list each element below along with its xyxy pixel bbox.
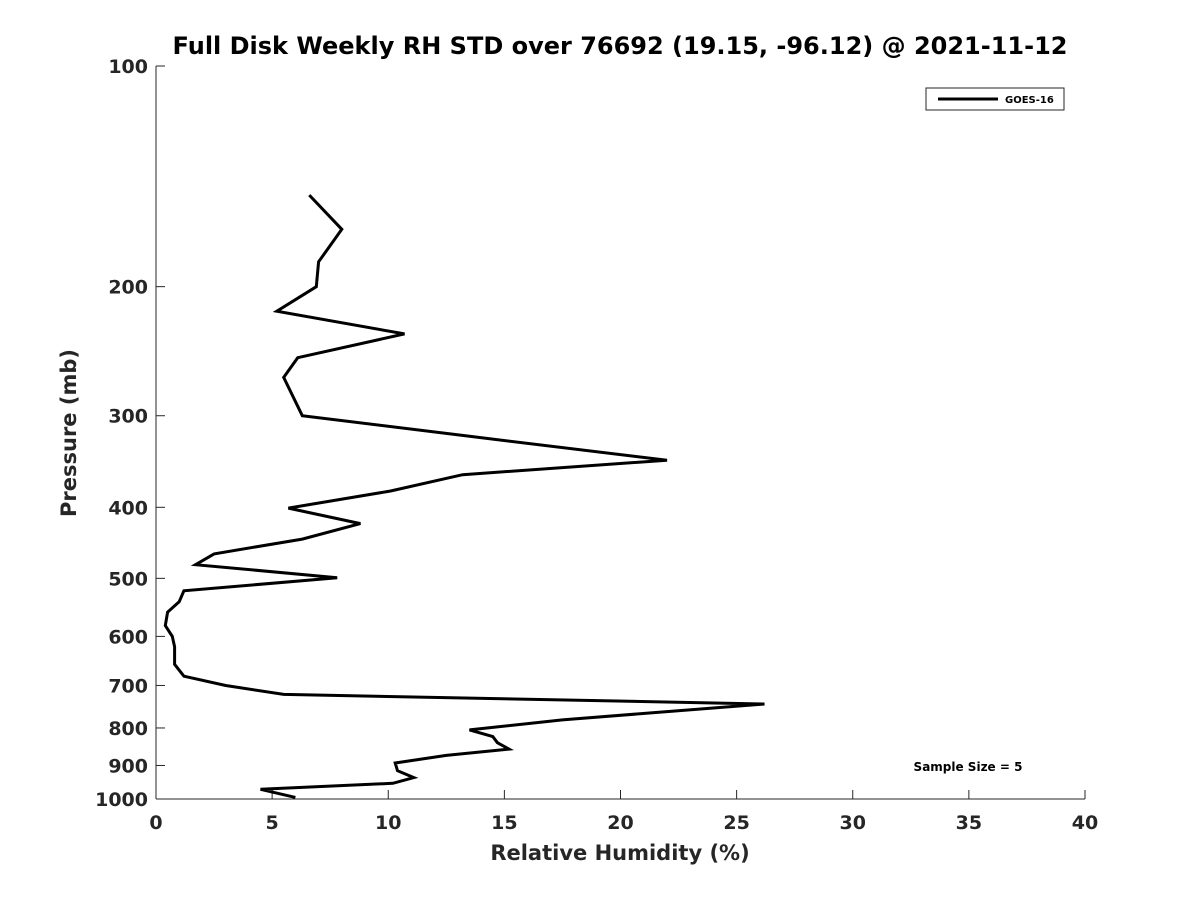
x-axis-ticks: 0 5 10 15 20 25 30 35 40 <box>149 790 1098 834</box>
sample-size-annotation: Sample Size = 5 <box>914 760 1023 774</box>
y-axis-label: Pressure (mb) <box>57 349 81 517</box>
x-tick-label: 25 <box>723 812 749 834</box>
y-tick-label: 700 <box>108 675 148 697</box>
y-tick-label: 100 <box>108 56 148 78</box>
y-tick-label: 900 <box>108 755 148 777</box>
x-tick-label: 30 <box>840 812 866 834</box>
y-tick-label: 1000 <box>95 789 148 811</box>
y-tick-label: 800 <box>108 718 148 740</box>
legend: GOES-16 <box>925 87 1065 111</box>
y-tick-label: 500 <box>108 568 148 590</box>
chart-title: Full Disk Weekly RH STD over 76692 (19.1… <box>173 32 1068 60</box>
x-tick-label: 0 <box>149 812 162 834</box>
x-tick-label: 5 <box>266 812 279 834</box>
y-tick-label: 300 <box>108 406 148 428</box>
x-tick-label: 15 <box>491 812 517 834</box>
x-tick-label: 20 <box>607 812 633 834</box>
x-axis-label: Relative Humidity (%) <box>490 841 749 865</box>
x-tick-label: 10 <box>375 812 401 834</box>
y-tick-label: 600 <box>108 626 148 648</box>
y-axis-ticks: 100 200 300 400 500 600 700 800 900 1000 <box>95 56 165 811</box>
x-tick-label: 35 <box>956 812 982 834</box>
legend-label: GOES-16 <box>1005 95 1054 106</box>
y-tick-label: 200 <box>108 277 148 299</box>
y-tick-label: 400 <box>108 497 148 519</box>
x-tick-label: 40 <box>1072 812 1098 834</box>
series-line-goes-16 <box>163 194 765 799</box>
